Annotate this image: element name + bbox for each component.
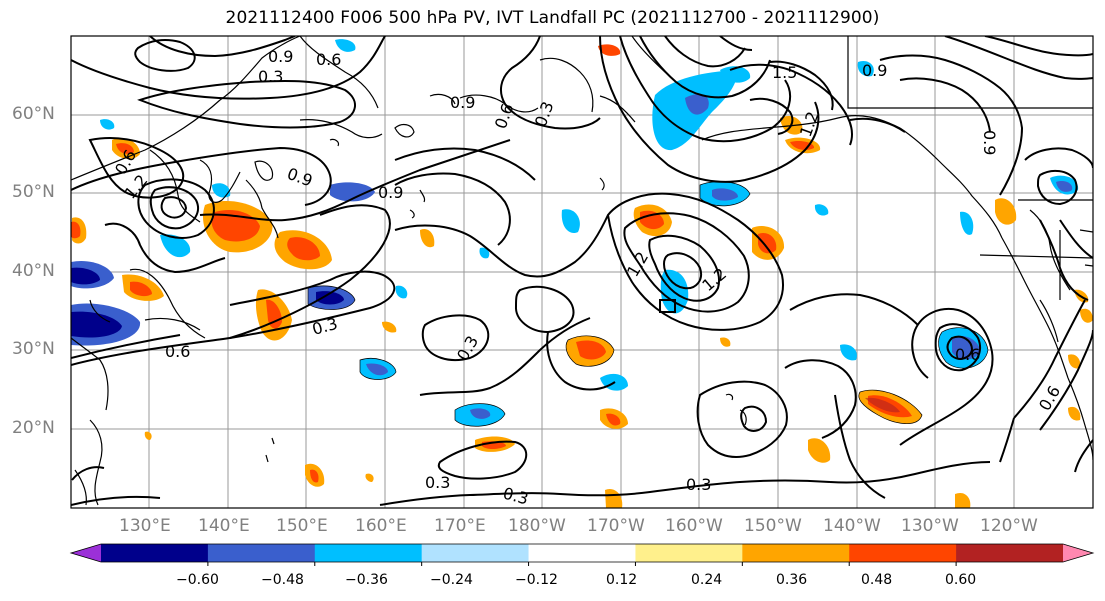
colorbar-outline [69,543,1095,563]
colorbar-tick-label: −0.12 [515,572,558,588]
colorbar-segment [421,544,530,562]
contour-label: 0.9 [862,61,887,80]
lon-label: 130°E [119,516,171,536]
colorbar-tick-label: −0.24 [430,572,473,588]
colorbar-segment [635,544,743,562]
colorbar-segment [956,544,1064,562]
contour-label: 0.9 [980,130,999,155]
colorbar-segment [101,544,209,562]
gridlines [71,36,1093,508]
contour-label: 1.5 [772,63,797,82]
lat-label: 60°N [12,104,55,124]
contour-label: 0.6 [316,50,341,69]
colorbar-tick-label: 0.48 [861,572,893,588]
lat-label: 30°N [12,339,55,359]
lat-label: 40°N [12,261,55,281]
colorbar-tick-label: −0.36 [345,572,388,588]
lon-label: 170°E [434,516,486,536]
colorbar-tick-label: 0.36 [776,572,808,588]
colorbar-tick-label: 0.24 [691,572,723,588]
lon-label: 150°W [744,516,802,536]
colorbar [69,543,1095,566]
colorbar-segment [207,544,316,562]
colorbar-tick-label: 0.12 [606,572,638,588]
colorbar-tick-label: 0.60 [945,572,977,588]
contour-label: 0.9 [378,183,403,202]
lon-label: 160°W [665,516,723,536]
colorbar-tick-label: −0.60 [176,572,219,588]
contour-label: 0.6 [165,342,190,361]
pv-anomaly-fills [71,39,1093,508]
colorbar-tick-label: −0.48 [261,572,304,588]
lon-label: 140°E [198,516,250,536]
contour-label: 0.9 [450,93,475,112]
contour-label: 0.9 [268,47,293,66]
contour-label: 0.3 [258,67,283,86]
map-title: 2021112400 F006 500 hPa PV, IVT Landfall… [225,8,880,28]
lon-label: 120°W [980,516,1038,536]
colorbar-extend-min [71,544,101,562]
lon-label: 180°W [508,516,566,536]
lon-label: 140°W [823,516,881,536]
pv-contours [71,36,1093,506]
colorbar-segment [314,544,423,562]
contour-label: 0.3 [686,475,711,494]
colorbar-extend-max [1063,544,1093,562]
lat-label: 50°N [12,182,55,202]
lon-label: 160°E [355,516,407,536]
lon-label: 170°W [587,516,645,536]
map-frame [70,35,1094,509]
lon-label: 150°E [276,516,328,536]
colorbar-segment [849,544,957,562]
contour-label: 0.3 [425,473,450,492]
contour-label: 0.6 [955,345,980,364]
colorbar-segment [528,544,636,562]
lat-label: 20°N [12,418,55,438]
colorbar-segment [742,544,850,562]
lon-label: 130°W [901,516,959,536]
